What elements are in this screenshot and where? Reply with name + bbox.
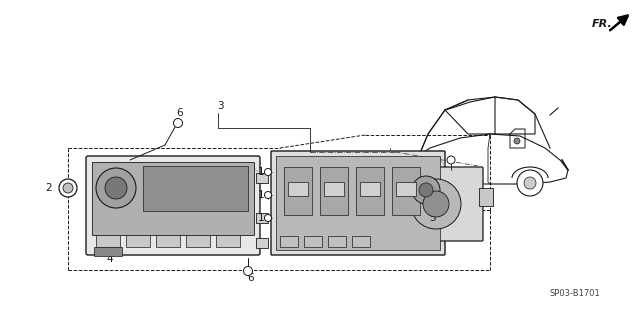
Bar	[276, 156, 440, 250]
Bar	[280, 236, 298, 247]
Circle shape	[264, 214, 271, 221]
Circle shape	[447, 156, 455, 164]
Circle shape	[419, 183, 433, 197]
Bar	[256, 173, 268, 183]
Bar	[92, 162, 254, 235]
Circle shape	[423, 191, 449, 217]
Bar	[156, 235, 180, 247]
Bar	[324, 182, 344, 196]
Text: 5: 5	[429, 213, 435, 223]
Circle shape	[524, 177, 536, 189]
Bar	[396, 182, 416, 196]
Bar	[186, 235, 210, 247]
FancyBboxPatch shape	[86, 156, 260, 255]
Text: 1: 1	[258, 213, 264, 223]
Bar	[256, 238, 268, 248]
Bar	[360, 182, 380, 196]
Text: 4: 4	[107, 254, 113, 264]
Bar	[288, 182, 308, 196]
Circle shape	[517, 170, 543, 196]
Text: 2: 2	[45, 183, 52, 193]
Bar	[479, 188, 493, 206]
Circle shape	[96, 168, 136, 208]
Text: SP03-B1701: SP03-B1701	[550, 288, 600, 298]
Circle shape	[173, 118, 182, 128]
Circle shape	[422, 177, 434, 189]
Circle shape	[514, 138, 520, 144]
Text: 1: 1	[258, 190, 264, 200]
Circle shape	[412, 176, 440, 204]
FancyBboxPatch shape	[399, 167, 483, 241]
Text: FR.: FR.	[592, 19, 612, 29]
Text: 6: 6	[248, 273, 254, 283]
Bar	[94, 247, 122, 256]
Bar	[126, 235, 150, 247]
Bar	[284, 167, 312, 215]
FancyBboxPatch shape	[271, 151, 445, 255]
Circle shape	[264, 191, 271, 198]
Bar	[256, 213, 268, 223]
Bar	[352, 236, 370, 247]
Circle shape	[243, 266, 253, 276]
Bar	[216, 235, 240, 247]
Circle shape	[63, 183, 73, 193]
Text: 3: 3	[217, 101, 223, 111]
Circle shape	[411, 179, 461, 229]
Text: 1: 1	[258, 167, 264, 177]
Bar	[304, 236, 322, 247]
Bar	[320, 167, 348, 215]
Bar	[392, 167, 420, 215]
Bar	[328, 236, 346, 247]
Bar	[143, 166, 248, 211]
Circle shape	[264, 168, 271, 175]
Text: 6: 6	[177, 108, 183, 118]
Bar	[356, 167, 384, 215]
Circle shape	[415, 170, 441, 196]
Bar	[96, 235, 120, 247]
Circle shape	[59, 179, 77, 197]
Circle shape	[105, 177, 127, 199]
